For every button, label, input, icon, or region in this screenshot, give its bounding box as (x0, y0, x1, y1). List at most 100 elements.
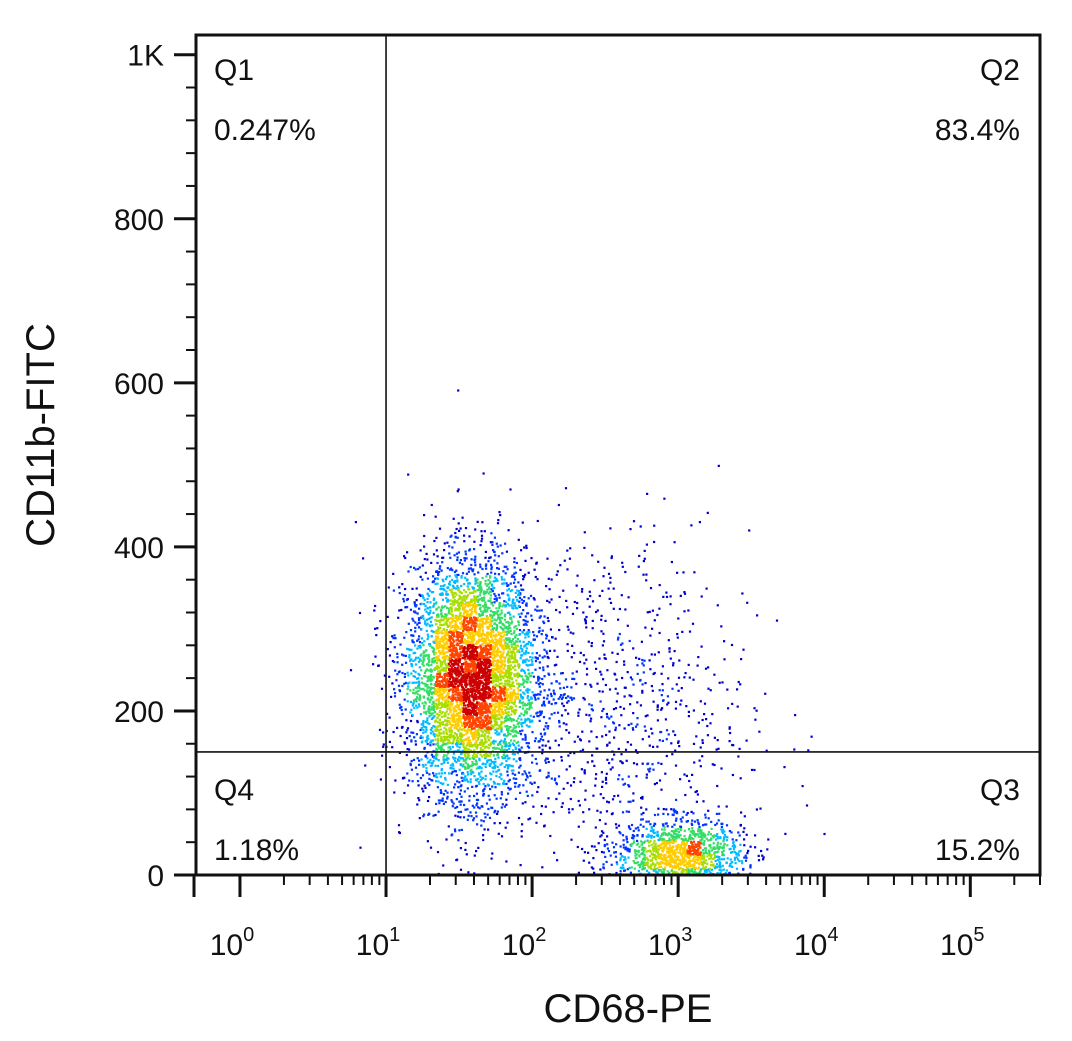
data-point (619, 859, 622, 862)
data-point (615, 678, 618, 681)
data-point (493, 712, 497, 715)
data-point (400, 705, 403, 709)
data-point (442, 758, 445, 761)
data-point (516, 659, 519, 662)
data-point (508, 630, 511, 633)
data-point (652, 745, 655, 748)
data-point (448, 575, 451, 578)
data-point (412, 669, 415, 672)
data-point (426, 736, 429, 739)
data-point (426, 742, 429, 746)
data-point (474, 580, 477, 583)
data-point (435, 637, 438, 640)
data-point (429, 758, 432, 761)
data-point (541, 677, 544, 681)
data-point (512, 656, 515, 659)
data-point (438, 747, 441, 750)
data-point (632, 728, 635, 731)
data-point (606, 843, 609, 846)
data-point (439, 609, 443, 612)
data-point (754, 846, 757, 849)
data-point (514, 606, 517, 609)
data-point (521, 725, 524, 728)
data-point (498, 768, 501, 771)
data-point (698, 862, 701, 865)
data-point (703, 847, 706, 850)
data-point (424, 620, 427, 623)
data-point (480, 537, 484, 540)
data-point (663, 826, 666, 829)
data-point (509, 743, 512, 747)
data-point (701, 854, 704, 857)
data-point (520, 722, 523, 725)
data-point (492, 580, 495, 583)
data-point (489, 556, 492, 559)
data-point (731, 865, 734, 868)
data-point (403, 672, 407, 676)
data-point (421, 641, 424, 645)
data-point (667, 733, 670, 736)
data-point (506, 611, 509, 614)
data-point (518, 784, 521, 787)
data-point (442, 632, 445, 635)
data-point (436, 721, 440, 724)
data-point (691, 823, 694, 826)
data-point (639, 840, 643, 843)
data-point (436, 712, 439, 715)
data-point (698, 830, 702, 833)
data-point (458, 829, 461, 832)
data-point (732, 848, 735, 851)
data-point (455, 552, 458, 555)
data-point (602, 831, 605, 834)
data-point (616, 863, 619, 866)
data-point (504, 656, 507, 659)
data-point (407, 674, 410, 677)
data-point (650, 834, 653, 837)
data-point (765, 749, 768, 752)
data-point (500, 635, 503, 638)
data-point (565, 768, 568, 771)
data-point (569, 751, 572, 755)
data-point (426, 738, 429, 742)
data-point (700, 595, 703, 598)
data-point (449, 612, 452, 615)
data-point (423, 598, 426, 602)
data-point (520, 683, 523, 686)
data-point (439, 775, 442, 778)
data-point (477, 743, 480, 746)
data-point (432, 605, 435, 608)
data-point (641, 762, 644, 765)
data-point (646, 611, 649, 614)
data-point (679, 825, 682, 828)
data-point (484, 601, 487, 604)
data-point (606, 800, 609, 803)
data-point (716, 858, 719, 861)
data-point (422, 644, 425, 647)
data-point (460, 709, 463, 712)
data-point (487, 743, 490, 746)
data-point (473, 602, 476, 605)
data-point (692, 838, 695, 841)
data-point (422, 650, 425, 653)
data-point (748, 529, 751, 532)
data-point (543, 655, 546, 658)
data-point (414, 621, 417, 624)
data-point (693, 832, 696, 835)
data-point (420, 681, 424, 684)
data-point (513, 575, 516, 579)
data-point (613, 851, 616, 854)
data-point (453, 757, 456, 760)
data-point (418, 683, 421, 686)
data-point (565, 729, 568, 732)
data-point (499, 713, 502, 716)
data-point (505, 803, 508, 806)
data-point (547, 577, 550, 580)
data-point (506, 593, 509, 596)
data-point (519, 644, 523, 647)
data-point (506, 767, 509, 770)
data-point (619, 760, 622, 763)
data-point (428, 796, 431, 799)
data-point (510, 654, 513, 657)
data-point (464, 729, 467, 732)
data-point (441, 561, 444, 564)
